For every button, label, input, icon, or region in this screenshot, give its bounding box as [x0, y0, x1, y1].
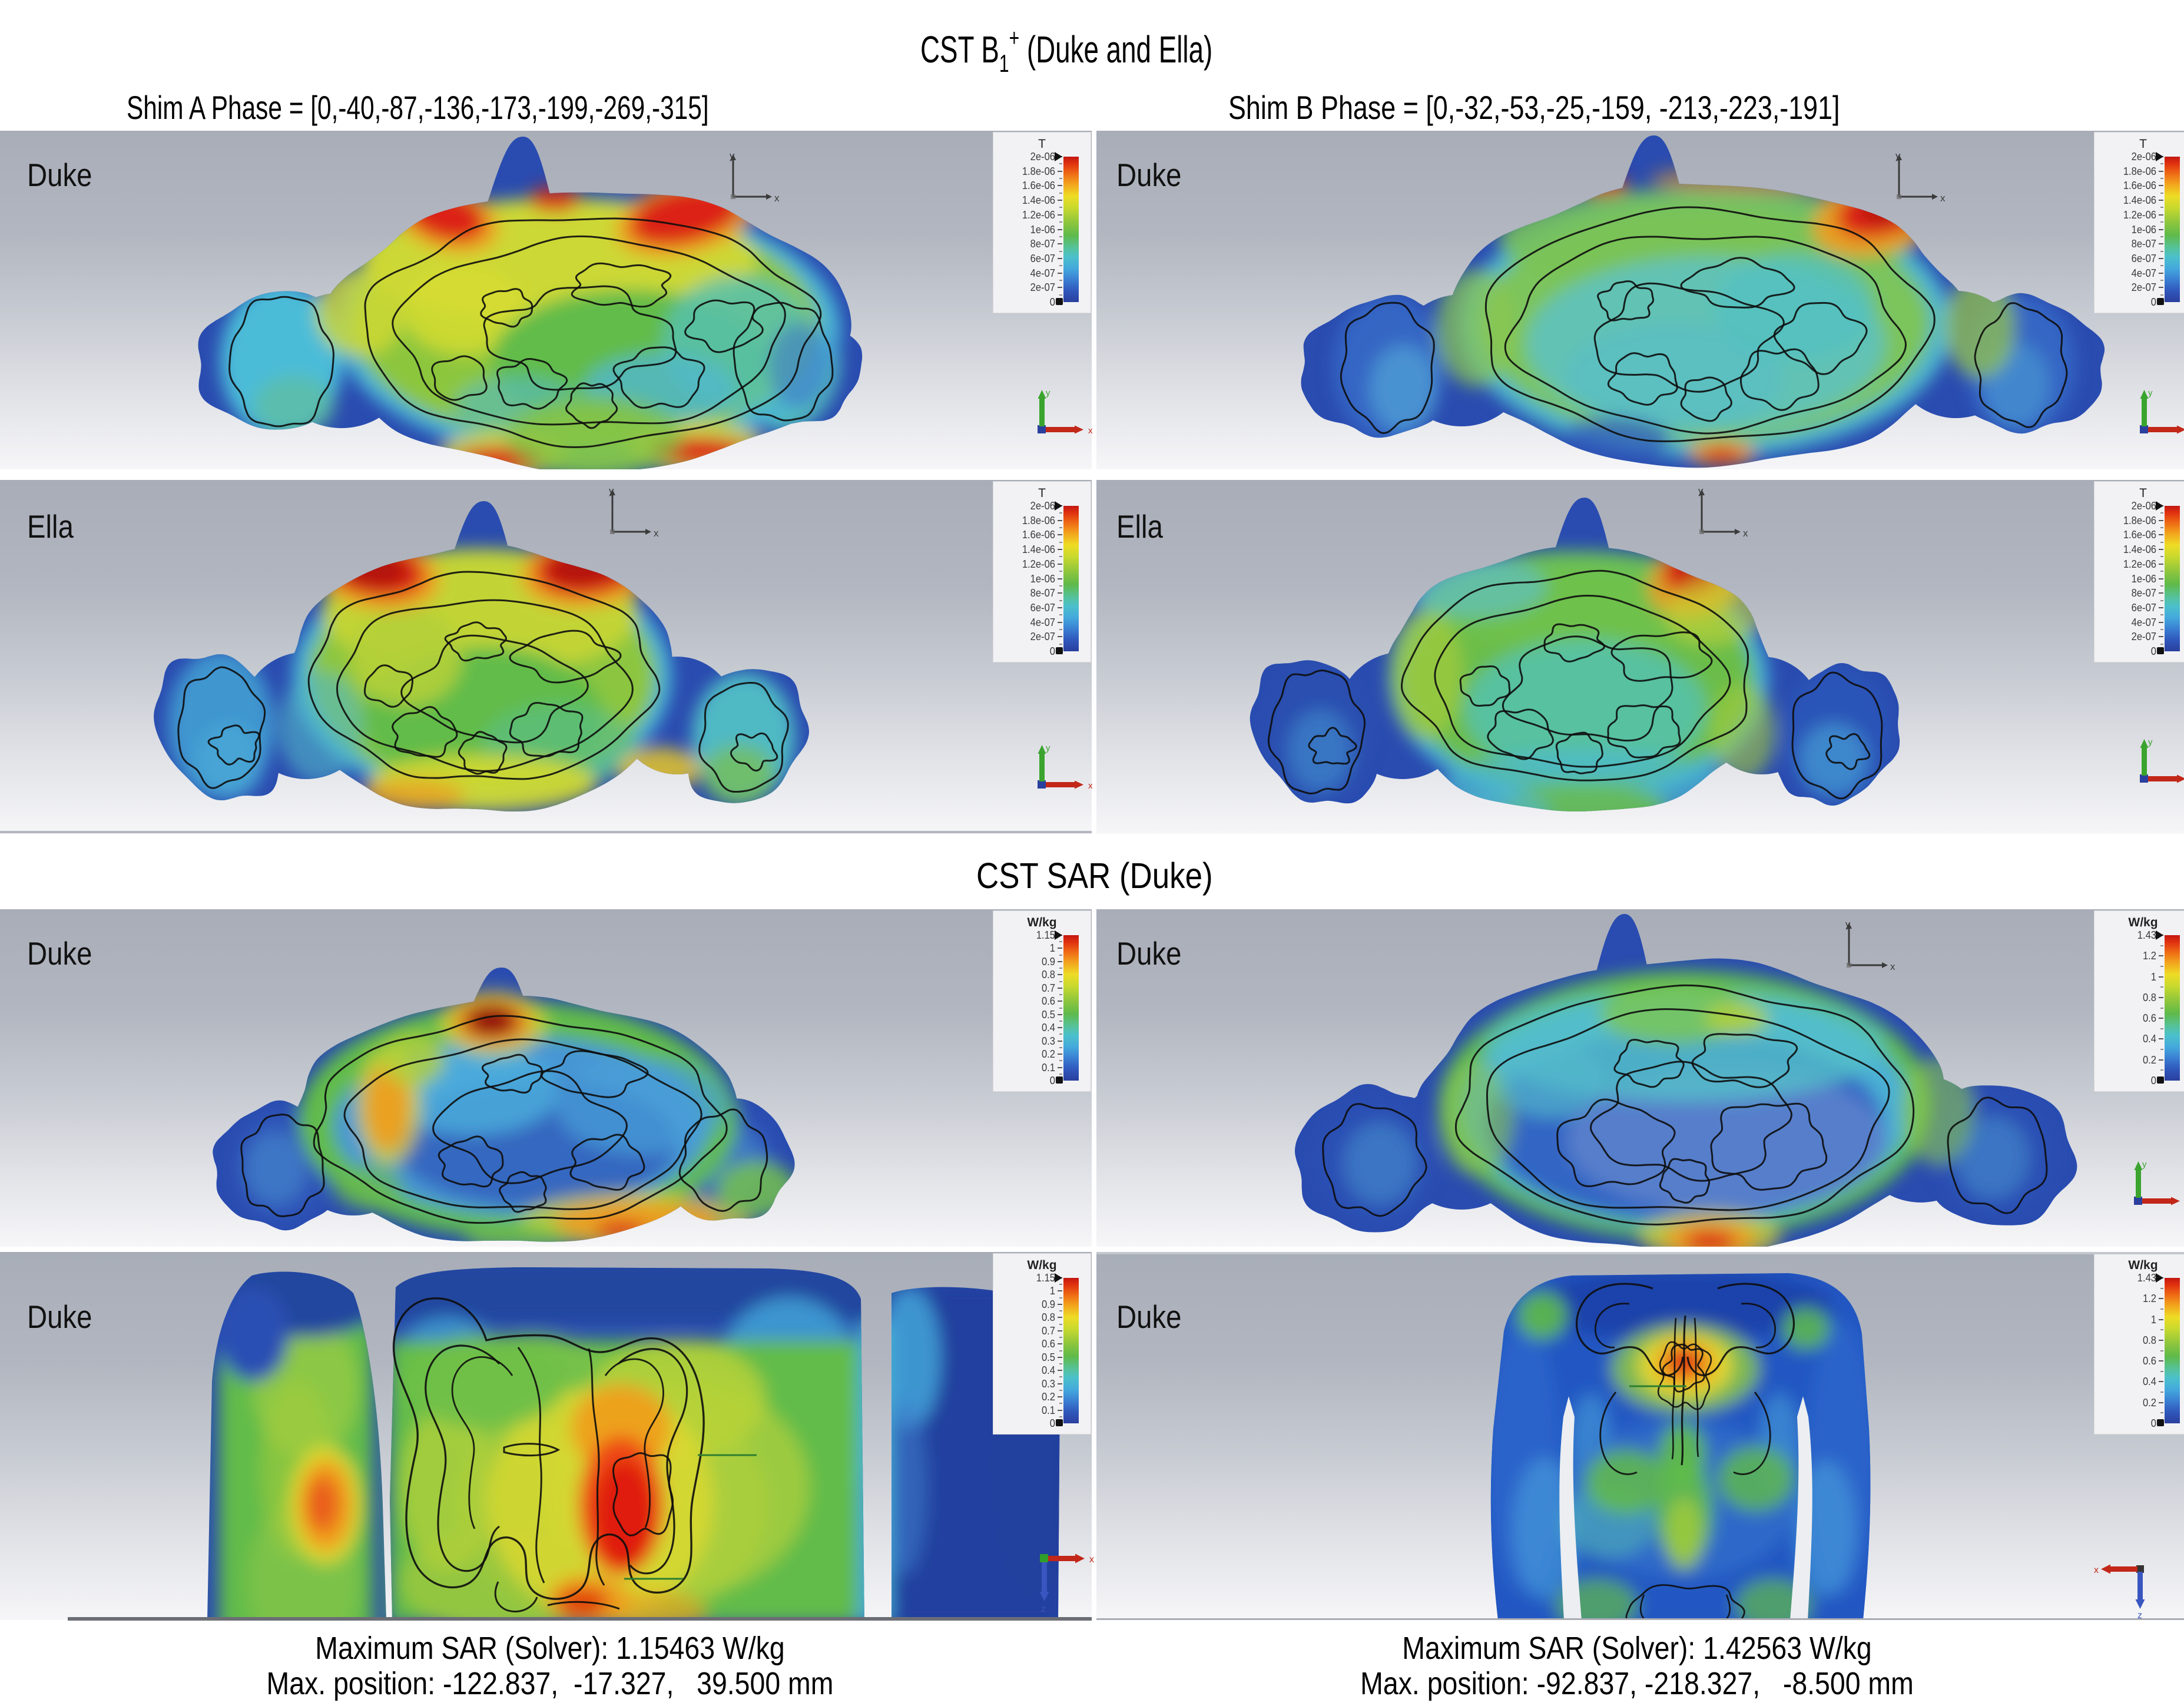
svg-text:x: x [1088, 781, 1093, 791]
svg-text:x: x [1088, 426, 1093, 436]
svg-text:y: y [1046, 743, 1050, 753]
svg-text:y: y [609, 486, 614, 496]
svg-text:y: y [2148, 737, 2153, 747]
svg-text:y: y [1698, 486, 1704, 496]
svg-text:x: x [2094, 1565, 2099, 1575]
svg-text:z: z [2137, 1611, 2142, 1619]
svg-text:y: y [2148, 388, 2153, 398]
svg-text:x: x [1940, 193, 1946, 204]
svg-text:y: y [1046, 388, 1050, 398]
svg-text:y: y [1895, 151, 1901, 161]
svg-text:x: x [1743, 528, 1748, 539]
svg-text:x: x [774, 193, 780, 204]
svg-text:x: x [1089, 1555, 1094, 1565]
svg-text:y: y [2142, 1160, 2147, 1170]
svg-text:y: y [1845, 919, 1851, 930]
svg-text:z: z [1041, 1604, 1046, 1614]
svg-text:y: y [730, 151, 735, 161]
svg-text:x: x [654, 528, 659, 539]
svg-text:x: x [1890, 961, 1895, 972]
